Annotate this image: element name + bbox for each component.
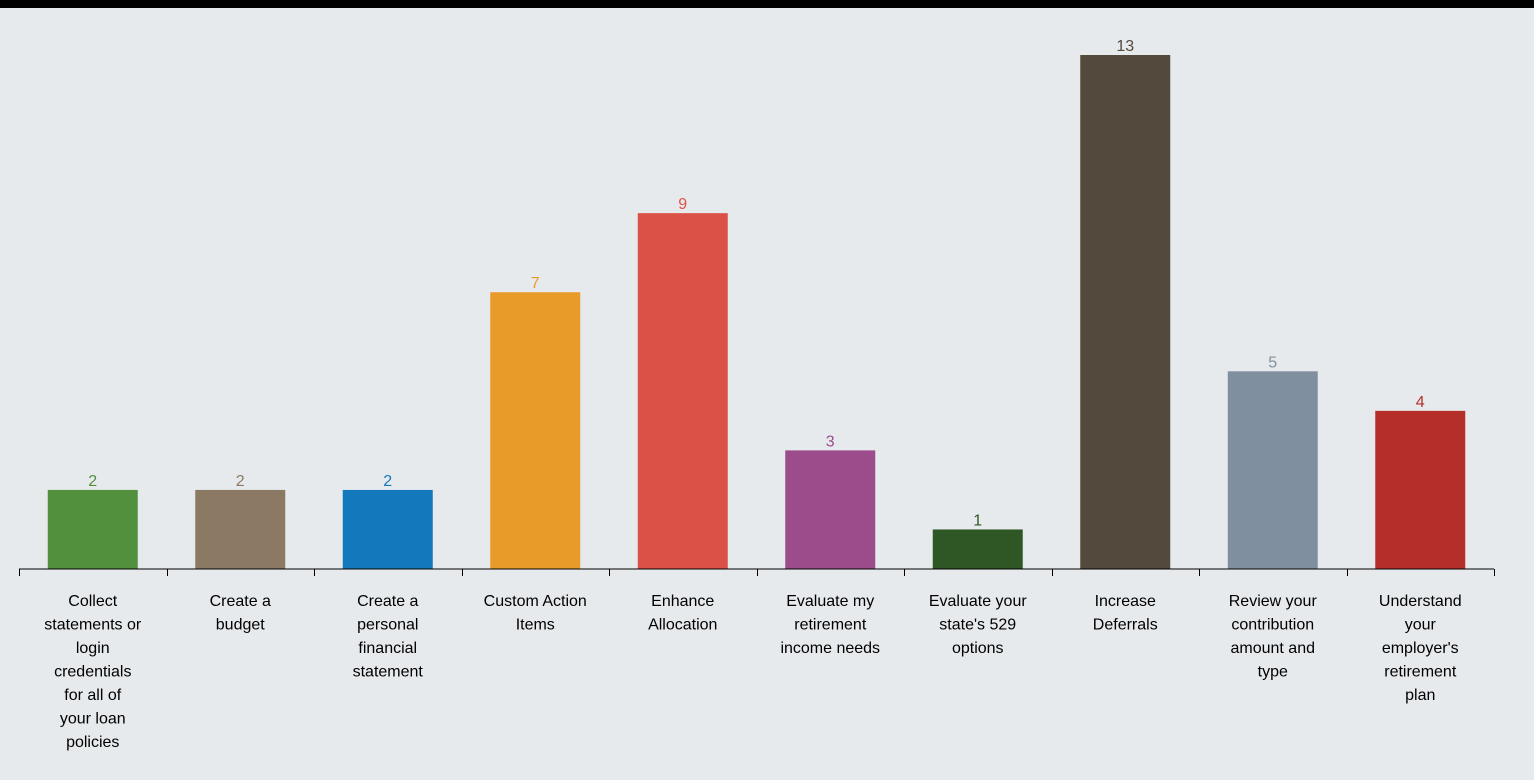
data-label: 2 [383,473,392,490]
bar [1080,55,1171,569]
x-tick-label-line: amount and [1230,640,1315,657]
x-tick-label-line: Create a [357,593,418,610]
x-tick-label-line: Custom Action [484,593,587,610]
data-label: 7 [531,275,540,292]
x-tick-label: Understand your employer's retirement plan [1379,593,1462,704]
x-tick-label-line: Create a [210,593,271,610]
bar [932,529,1023,569]
data-label: 1 [973,512,982,529]
x-tick-label-line: Items [516,617,555,634]
bar [1227,371,1318,569]
x-tick-label-line: Deferrals [1093,617,1158,634]
x-tick-label: Increase Deferrals [1093,593,1158,634]
x-tick-label-line: type [1258,664,1288,681]
x-tick-label-line: contribution [1231,617,1314,634]
data-label: 5 [1268,354,1277,371]
data-label: 13 [1116,38,1134,55]
x-tick-label: Evaluate your state's 529 options [929,593,1028,657]
x-tick-label: Create a budget [210,593,271,634]
x-tick-label-line: personal [357,617,418,634]
x-tick-label-line: for all of [64,687,121,704]
bar [47,489,138,569]
x-tick-label-line: Understand [1379,593,1462,610]
x-tick-label-line: retirement [794,617,867,634]
bar [637,213,728,569]
data-label: 4 [1416,394,1425,411]
x-tick-label-line: Evaluate my [786,593,874,610]
x-tick-label-line: login [76,640,110,657]
x-tick-label-line: Collect [68,593,117,610]
bar [195,489,286,569]
x-tick-label-line: state's 529 [939,617,1016,634]
x-tick-label-line: your loan [60,711,126,728]
x-tick-label-line: credentials [54,664,131,681]
bar [342,489,433,569]
x-tick-label-line: plan [1405,687,1435,704]
x-tick-label-line: statement [353,664,424,681]
bars-layer [47,55,1466,569]
x-tick-label: Enhance Allocation [648,593,717,634]
x-tick-label-line: Review your [1229,593,1318,610]
bar [1375,410,1466,569]
data-label: 9 [678,196,687,213]
x-axis [19,568,1495,576]
x-tick-label-line: budget [216,617,265,634]
labels-layer: 2 Collect statements or login credentials for… [44,38,1461,751]
data-label: 3 [826,433,835,450]
x-tick-label: Evaluate my retirement income needs [780,593,880,657]
x-tick-label-line: income needs [780,640,880,657]
x-tick-label-line: employer's [1382,640,1459,657]
x-tick-label-line: Increase [1095,593,1156,610]
x-tick-label-line: your [1405,617,1437,634]
x-tick-label-line: retirement [1384,664,1457,681]
x-tick-label: Collect statements or login credentials for … [44,593,142,751]
x-tick-label-line: Enhance [651,593,714,610]
x-tick-label-line: statements or [44,617,142,634]
x-tick-label-line: financial [358,640,417,657]
bar [785,450,876,569]
x-tick-label: Review your contribution amount and type [1229,593,1318,681]
x-tick-label: Create a personal financial statement [353,593,424,681]
x-tick-label: Custom Action Items [484,593,587,634]
x-tick-label-line: policies [66,734,119,751]
x-tick-label-line: Evaluate your [929,593,1028,610]
data-label: 2 [236,473,245,490]
x-tick-label-line: options [952,640,1004,657]
data-label: 2 [88,473,97,490]
bar [490,292,581,569]
x-tick-label-line: Allocation [648,617,717,634]
top-border [0,0,1534,8]
